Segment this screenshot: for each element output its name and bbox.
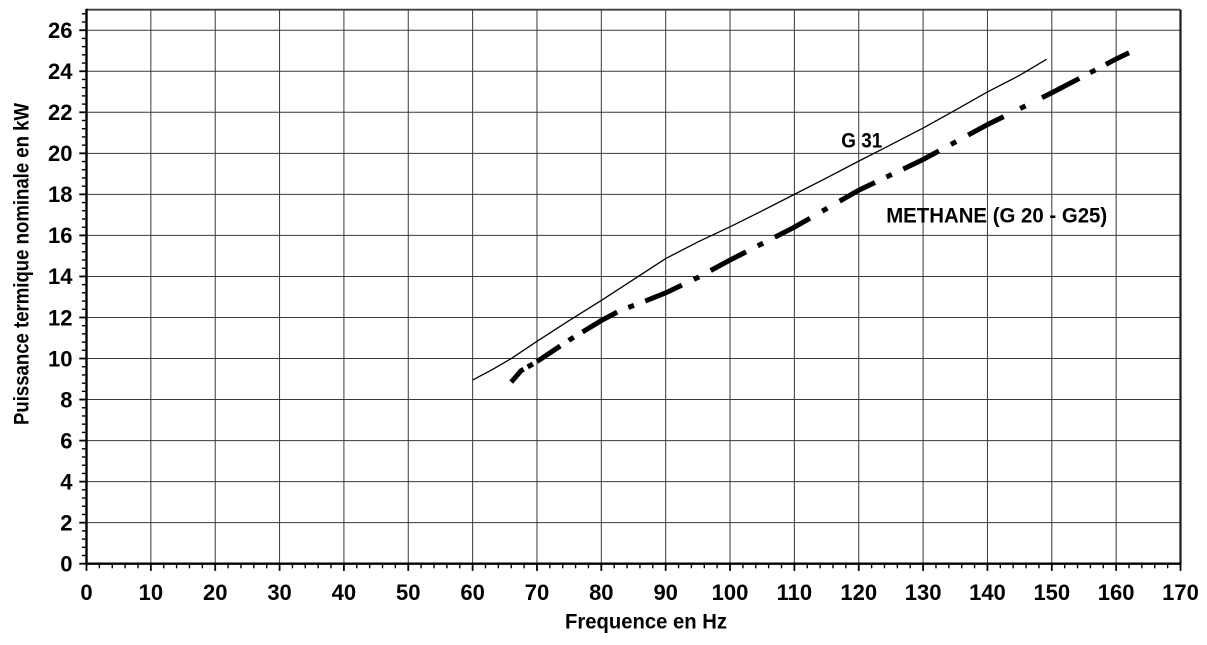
svg-text:100: 100 [712, 580, 749, 605]
svg-text:50: 50 [396, 580, 420, 605]
svg-text:80: 80 [589, 580, 613, 605]
svg-text:2: 2 [60, 510, 72, 535]
svg-text:24: 24 [48, 59, 73, 84]
svg-text:120: 120 [840, 580, 877, 605]
svg-text:110: 110 [777, 580, 813, 605]
svg-text:6: 6 [60, 428, 72, 453]
svg-text:Puissance termique nominale en: Puissance termique nominale en kW [11, 103, 34, 425]
svg-text:0: 0 [80, 580, 92, 605]
svg-text:170: 170 [1162, 580, 1199, 605]
svg-text:26: 26 [48, 18, 72, 43]
svg-text:150: 150 [1033, 580, 1070, 605]
svg-text:20: 20 [48, 141, 72, 166]
svg-text:0: 0 [60, 552, 72, 577]
svg-text:16: 16 [48, 223, 72, 248]
svg-text:30: 30 [267, 580, 291, 605]
svg-text:20: 20 [203, 580, 227, 605]
svg-text:160: 160 [1098, 580, 1135, 605]
svg-text:14: 14 [48, 264, 73, 289]
svg-text:12: 12 [48, 305, 72, 330]
svg-text:METHANE (G 20 - G25): METHANE (G 20 - G25) [886, 205, 1107, 228]
svg-text:8: 8 [60, 387, 72, 412]
svg-text:60: 60 [460, 580, 484, 605]
svg-text:90: 90 [653, 580, 677, 605]
svg-text:40: 40 [332, 580, 356, 605]
svg-text:4: 4 [60, 469, 73, 494]
svg-text:130: 130 [905, 580, 942, 605]
svg-text:70: 70 [525, 580, 549, 605]
svg-text:22: 22 [48, 100, 72, 125]
svg-text:10: 10 [139, 580, 163, 605]
svg-text:Frequence en Hz: Frequence en Hz [565, 610, 727, 633]
svg-text:G 31: G 31 [841, 129, 882, 152]
svg-text:18: 18 [48, 182, 72, 207]
svg-text:140: 140 [969, 580, 1006, 605]
svg-text:10: 10 [48, 346, 72, 371]
